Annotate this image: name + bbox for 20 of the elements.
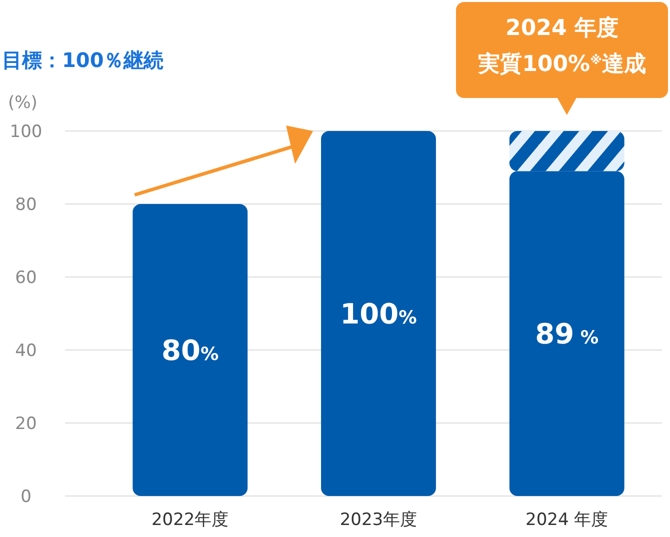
x-tick-label: 2024 年度 <box>526 510 608 530</box>
bar <box>509 131 624 172</box>
y-tick-label: 0 <box>20 486 32 507</box>
y-tick-label: 80 <box>15 194 37 215</box>
y-tick-label: 20 <box>15 414 37 434</box>
data-label: 100% <box>340 297 417 330</box>
x-tick-label: 2023年度 <box>340 510 418 530</box>
y-axis-title: (%) <box>8 93 38 113</box>
chart-title: 目標：100％継続 <box>2 48 164 72</box>
text: 実質100%$^{※}$達成 <box>477 51 646 77</box>
bar <box>509 171 624 496</box>
x-tick-label: 2022年度 <box>151 510 229 530</box>
y-tick-label: 40 <box>15 340 37 361</box>
bar <box>132 204 248 496</box>
data-label: 89 % <box>535 317 599 350</box>
y-tick-label: 100 <box>10 122 42 142</box>
y-tick-label: 60 <box>15 268 37 288</box>
bar <box>321 131 436 496</box>
text: 2024 年度 <box>506 15 618 41</box>
data-label: 80% <box>162 334 219 367</box>
